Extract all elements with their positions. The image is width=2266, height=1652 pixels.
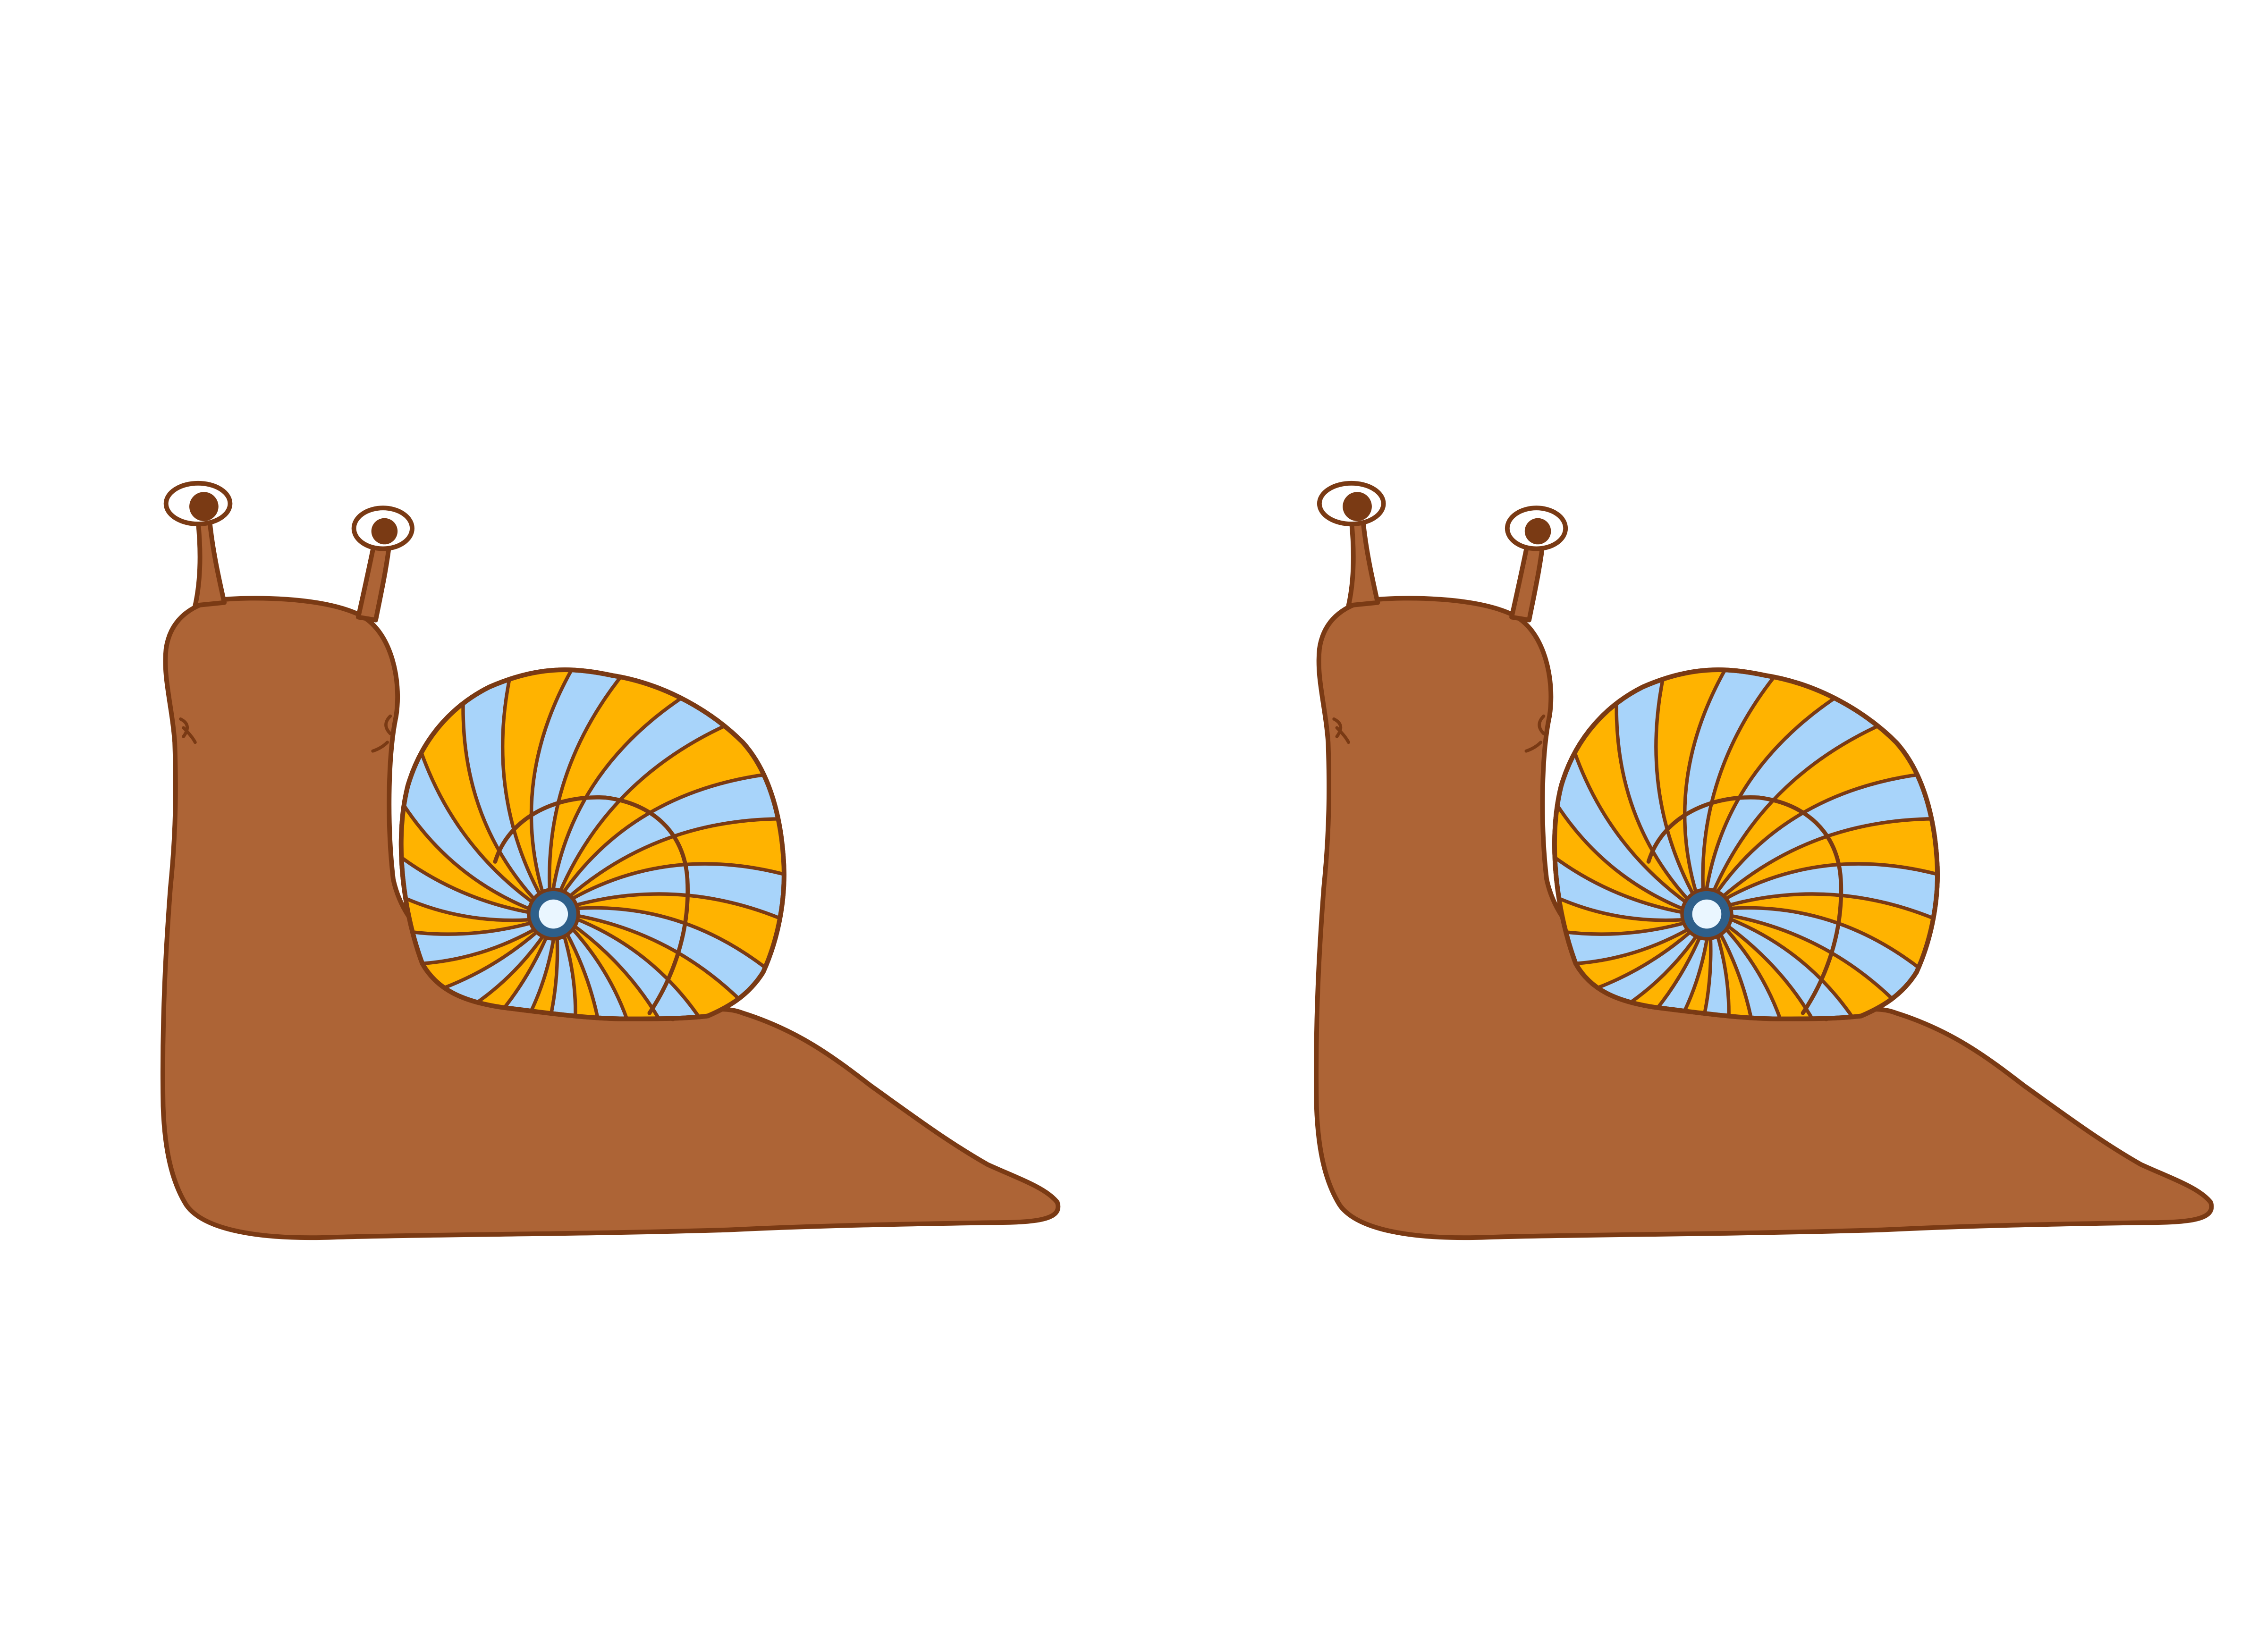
shell-stripe (1554, 923, 1707, 1019)
shell-stripe (1716, 911, 1938, 1019)
gem-icon (527, 887, 580, 941)
shell-stripe (1715, 917, 1859, 1019)
shell-stripe (401, 713, 544, 917)
gem-center (1692, 899, 1722, 929)
eye-stalk-icon (351, 506, 414, 623)
shell-stripe (558, 817, 784, 907)
snail-shell-icon (398, 667, 786, 1021)
neck-mark-right (371, 714, 392, 753)
eye-pupil (1524, 518, 1551, 545)
shell-stripe (1712, 817, 1938, 907)
right-snail (1314, 480, 2214, 1240)
eye-stalk-icon (1317, 480, 1386, 608)
gem-icon (1680, 887, 1733, 941)
shell-stripe (1554, 816, 1699, 936)
eye-stalk-icon (1505, 506, 1568, 623)
eye-pupil (371, 518, 398, 545)
snail-shell-icon (1552, 667, 1940, 1021)
gem-center (539, 899, 568, 929)
shell-stripe (554, 715, 784, 905)
stalk (355, 533, 393, 623)
shell-whorl (493, 795, 690, 1015)
shell-stripe (401, 816, 545, 936)
eye-pupil (189, 492, 219, 521)
snail-body-icon (160, 596, 1061, 1240)
neck-mark-left (1332, 717, 1350, 744)
shell-stripe (562, 917, 705, 1019)
shell-outline (1552, 667, 1940, 1021)
stalk (1346, 519, 1380, 608)
snail-body (1314, 596, 2214, 1240)
left-snail (160, 480, 1061, 1240)
shell-stripe (1715, 892, 1938, 1013)
shell-stripe (563, 911, 784, 1019)
shell-stripe (515, 921, 606, 1019)
snail-body (160, 596, 1061, 1240)
shell-outline (398, 667, 786, 1021)
shell-stripe (1654, 670, 1745, 907)
stalk (193, 519, 227, 608)
snail-body-icon (1314, 596, 2214, 1240)
neck-mark-left (179, 717, 197, 744)
shell-stripe (401, 923, 553, 1019)
shell-stripe (1707, 715, 1938, 905)
shell-whorl (1646, 795, 1843, 1015)
eye-stalk-icon (163, 480, 233, 608)
shell-stripe (1554, 713, 1697, 917)
neck-mark-right (1524, 714, 1546, 753)
shell-stripe (501, 670, 592, 907)
shell-stripe (562, 892, 784, 1013)
shell-stripe (1668, 921, 1759, 1019)
stalk (1509, 533, 1546, 623)
eye-pupil (1343, 492, 1372, 521)
